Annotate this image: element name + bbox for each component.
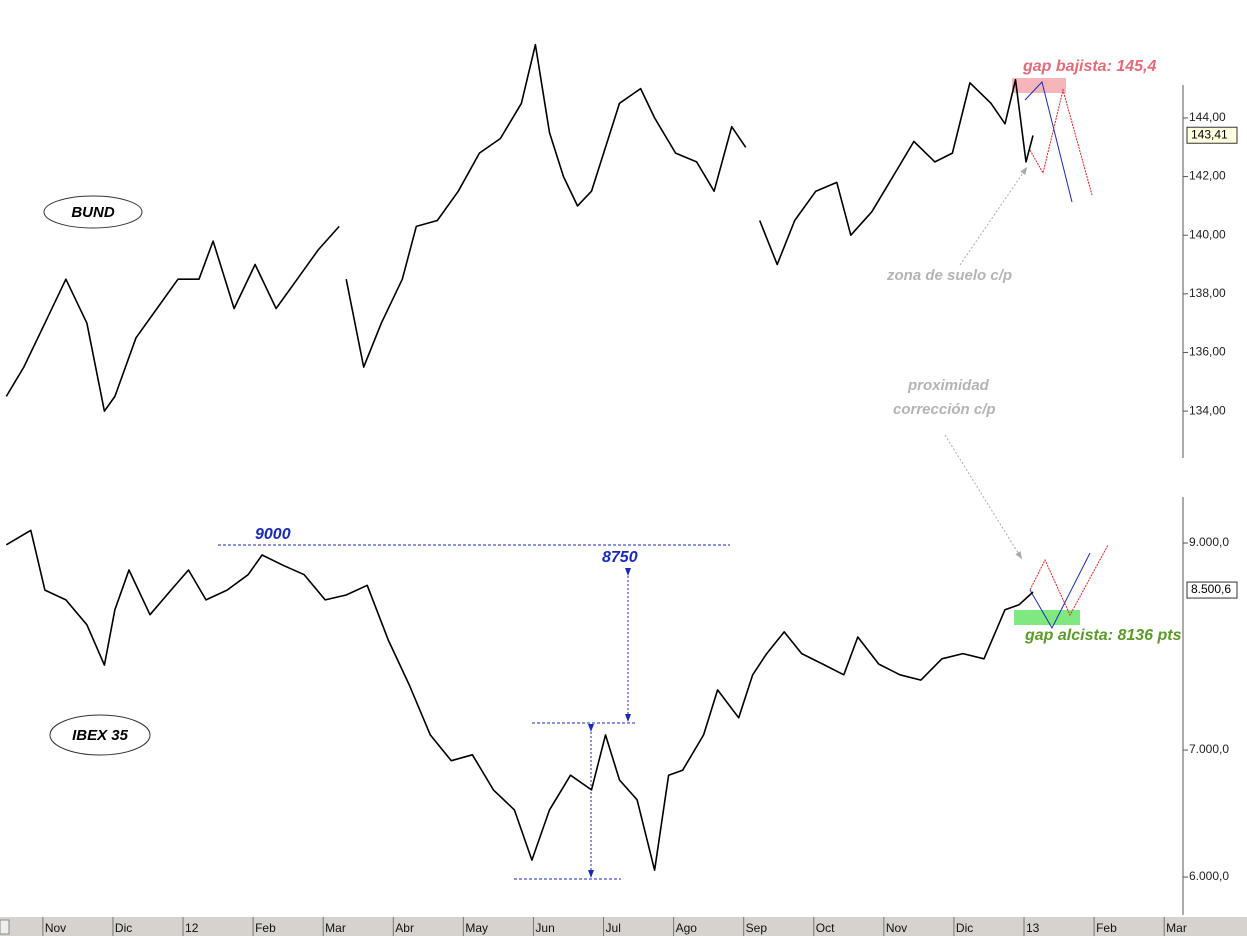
annotation: 8750 [602,549,638,566]
y-tick-label: 138,00 [1189,286,1226,300]
arrow [944,434,1023,560]
annotation: gap bajista: 145,4 [1022,58,1156,75]
x-tick-label: 12 [185,921,199,935]
x-tick-label: Oct [816,921,835,935]
annotation: zona de suelo c/p [886,267,1012,284]
x-tick-label: Dic [956,921,973,935]
forecast-path [1024,80,1073,203]
x-tick-label: Sep [746,921,768,935]
x-tick-label: Mar [1166,921,1187,935]
annotation: gap alcista: 8136 pts [1024,627,1182,644]
gap-zone [1014,610,1080,625]
x-tick-label: Nov [886,921,907,935]
x-tick-label: Feb [255,921,276,935]
scroll-button[interactable] [0,919,10,935]
forecast-path [1029,552,1091,630]
x-tick-label: 13 [1026,921,1040,935]
y-tick-label: 140,00 [1189,227,1226,241]
last-value-box [1186,581,1238,599]
x-tick-label: Mar [325,921,346,935]
x-tick-label: Jul [606,921,621,935]
label-oval [43,195,143,229]
label-oval [49,714,151,756]
annotation: proximidad [907,377,990,394]
y-tick-label: 7.000,0 [1189,742,1229,756]
y-tick-label: 142,00 [1189,169,1226,183]
x-axis-band [0,917,1247,936]
x-tick-label: May [465,921,488,935]
y-tick-label: 144,00 [1189,110,1226,124]
panel-title: IBEX 35 [72,727,129,744]
panel-title: BUND [71,204,114,221]
annotation: corrección c/p [893,401,996,418]
annotation: 9000 [255,526,291,543]
x-tick-label: Nov [45,921,66,935]
x-tick-label: Feb [1096,921,1117,935]
x-tick-label: Ago [676,921,698,935]
y-tick-label: 9.000,0 [1189,535,1229,549]
forecast-path [1029,544,1109,617]
y-tick-label: 136,00 [1189,345,1226,359]
x-tick-label: Jun [535,921,554,935]
annotations-layer [0,78,1247,936]
y-tick-label: 134,00 [1189,403,1226,417]
forecast-path [1029,88,1093,196]
y-tick-label: 6.000,0 [1189,869,1229,883]
last-value-label: 8.500,6 [1191,582,1231,596]
price-line [5,43,1034,412]
last-value-label: 143,41 [1191,127,1228,141]
last-value-box [1186,126,1238,144]
x-tick-label: Dic [115,921,132,935]
price-line [5,529,1034,871]
arrow [959,166,1028,266]
x-tick-label: Abr [395,921,414,935]
